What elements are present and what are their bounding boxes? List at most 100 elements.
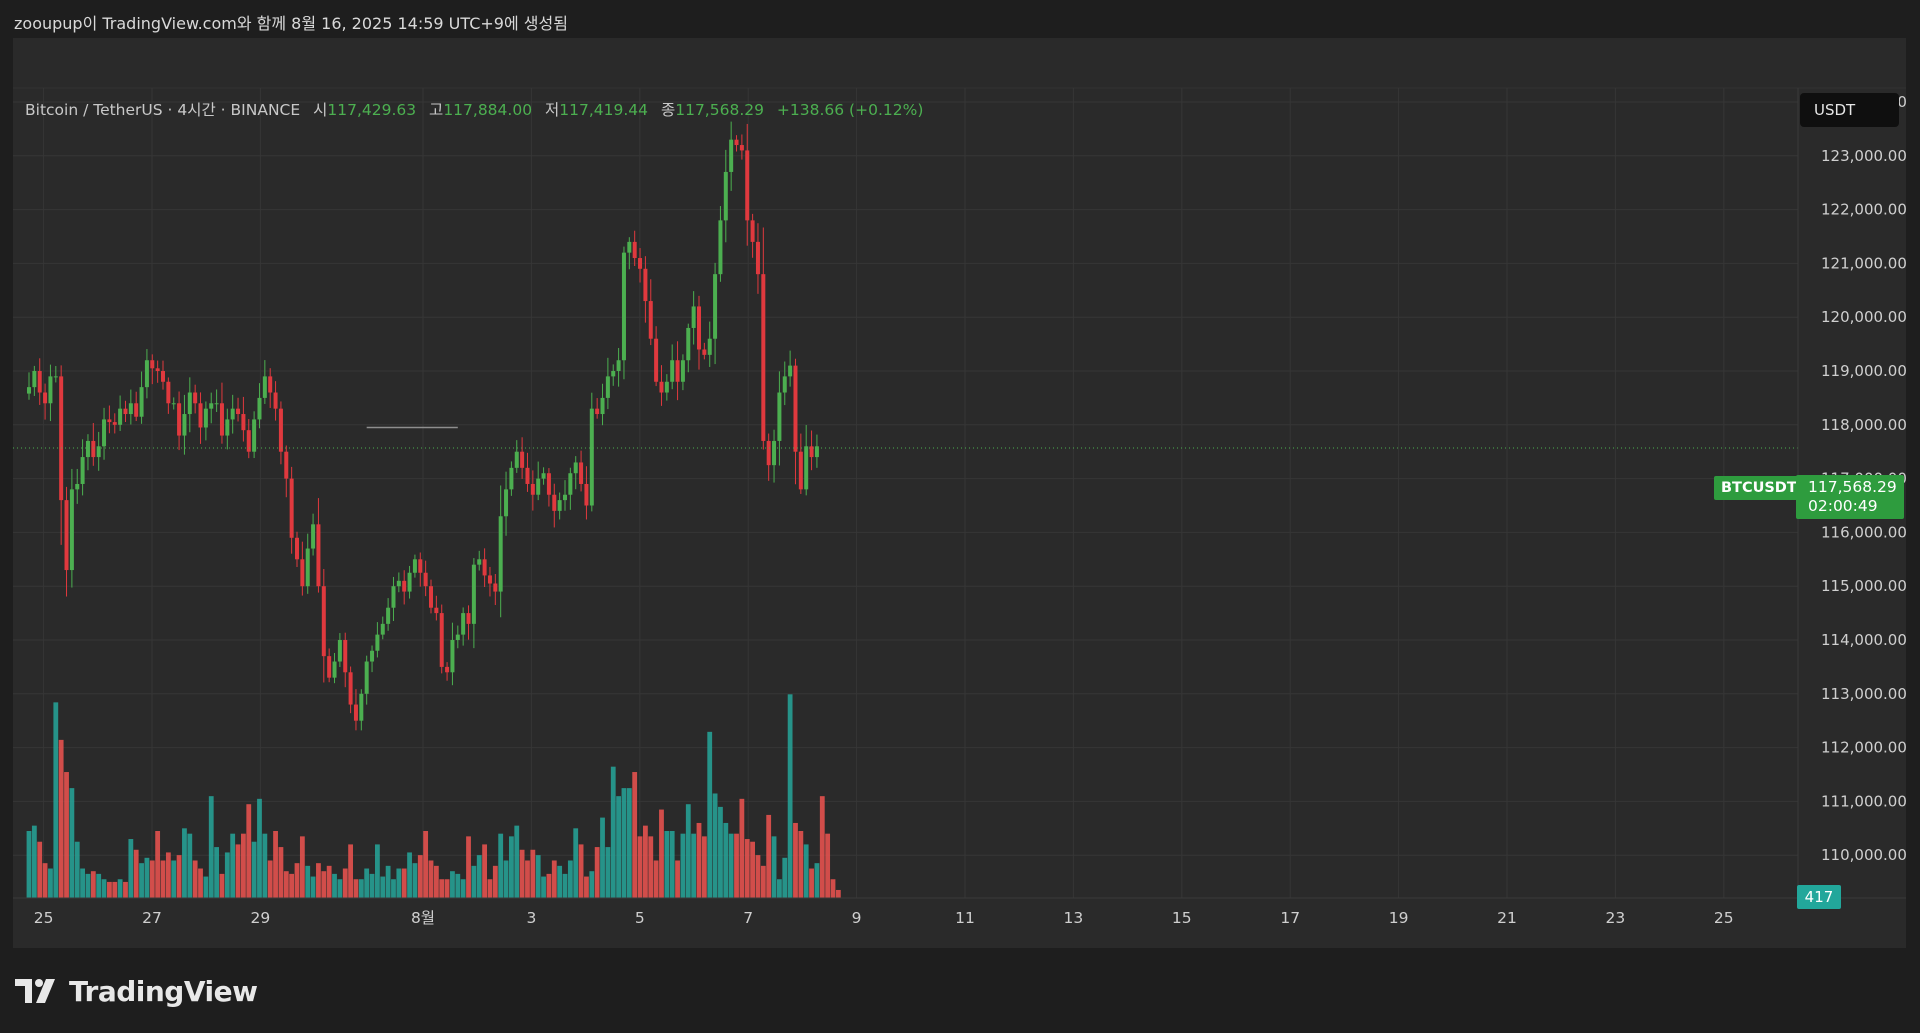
volume-bar	[605, 847, 611, 898]
volume-bar	[809, 868, 814, 898]
volume-bar	[149, 860, 155, 898]
volume-bar	[777, 879, 782, 898]
candle-body	[370, 650, 375, 662]
volume-bar	[257, 798, 262, 898]
price-tick-label: 118,000.00	[1821, 416, 1906, 434]
candle-body	[589, 408, 594, 506]
chart-frame[interactable]: 124,000.00123,000.00122,000.00121,000.00…	[13, 38, 1906, 948]
candle-body	[573, 462, 578, 474]
candle-body	[353, 704, 358, 721]
price-tick-label: 123,000.00	[1821, 147, 1906, 165]
candle-body	[219, 403, 224, 436]
last-price-value: 117,568.29	[1808, 478, 1897, 496]
candle-body	[798, 451, 803, 490]
candle-body	[193, 392, 198, 404]
candle-body	[37, 371, 42, 393]
volume-bar	[691, 833, 697, 898]
bar-countdown: 02:00:49	[1808, 497, 1878, 515]
volume-bar	[224, 852, 230, 898]
volume-bar	[123, 881, 128, 898]
volume-bar	[80, 868, 85, 898]
time-tick-label: 5	[635, 909, 645, 927]
candle-body	[241, 414, 246, 431]
close-label: 종	[660, 101, 676, 119]
volume-bar	[283, 871, 289, 898]
high-value: 117,884.00	[443, 101, 533, 119]
volume-bar	[321, 871, 327, 898]
candle-body	[203, 408, 208, 428]
volume-bar	[514, 825, 520, 898]
currency-selector[interactable]: USDT	[1800, 93, 1899, 127]
volume-bar	[482, 844, 487, 898]
candle-body	[638, 258, 643, 269]
volume-bar	[165, 852, 171, 898]
volume-bar	[755, 855, 761, 898]
volume-bar	[219, 873, 225, 898]
volume-bar	[289, 873, 295, 898]
candle-body	[670, 360, 675, 382]
volume-bar	[42, 863, 48, 898]
candle-body	[348, 672, 353, 705]
candle-body	[43, 392, 48, 404]
volume-bar	[391, 879, 396, 898]
candle-body	[611, 371, 616, 377]
volume-bar	[707, 731, 713, 898]
volume-bar	[176, 855, 182, 898]
candle-body	[107, 419, 112, 423]
open-label: 시	[313, 101, 328, 119]
volume-bar	[734, 833, 739, 898]
candle-body	[209, 403, 214, 409]
candle-body	[171, 403, 176, 405]
candle-body	[177, 403, 182, 436]
candle-body	[793, 365, 798, 452]
volume-bar	[471, 865, 477, 898]
volume-bar	[798, 831, 804, 898]
volume-bar	[235, 844, 241, 898]
volume-bar	[825, 833, 831, 898]
volume-bar	[589, 871, 595, 898]
open-value: 117,429.63	[327, 101, 417, 119]
candle-body	[750, 220, 755, 242]
volume-bar	[128, 839, 134, 898]
volume-bar	[782, 857, 788, 898]
volume-bar	[525, 860, 530, 898]
candle-body	[514, 451, 519, 468]
volume-bar	[814, 863, 820, 898]
volume-bar	[718, 806, 723, 898]
candle-body	[788, 365, 793, 377]
candle-body	[112, 422, 117, 425]
candle-body	[487, 575, 492, 584]
volume-bar	[90, 871, 96, 898]
candle-body	[166, 381, 171, 404]
volume-bar	[610, 766, 616, 898]
candle-body	[429, 586, 433, 608]
candle-body	[761, 274, 766, 441]
candle-body	[654, 338, 659, 382]
volume-bar	[578, 844, 584, 898]
time-tick-label: 11	[955, 909, 975, 927]
volume-bar	[835, 889, 841, 898]
candle-body	[493, 583, 498, 592]
volume-bar	[369, 873, 375, 898]
candlestick-chart[interactable]: 124,000.00123,000.00122,000.00121,000.00…	[13, 38, 1906, 948]
volume-bar	[739, 798, 745, 898]
volume-bar	[208, 796, 214, 898]
volume-bar	[241, 833, 246, 898]
volume-bar	[455, 873, 461, 898]
candle-body	[643, 268, 648, 302]
volume-bar	[530, 849, 536, 898]
volume-bar	[74, 841, 80, 898]
candle-body	[466, 613, 471, 624]
candle-body	[477, 559, 482, 565]
candle-body	[450, 640, 455, 673]
volume-bar	[380, 876, 386, 898]
volume-bar	[444, 879, 450, 898]
chart-markers	[13, 426, 1798, 449]
volume-bar	[96, 873, 102, 898]
tradingview-brand[interactable]: TradingView	[15, 973, 258, 1009]
volume-bar	[332, 873, 337, 898]
candle-body	[252, 419, 257, 452]
candle-body	[691, 306, 696, 328]
candle-body	[80, 457, 85, 484]
time-axis[interactable]: 25 27 29 8월 3 5 7 9 11 13 15 17 19 21 23 25	[13, 897, 1906, 927]
